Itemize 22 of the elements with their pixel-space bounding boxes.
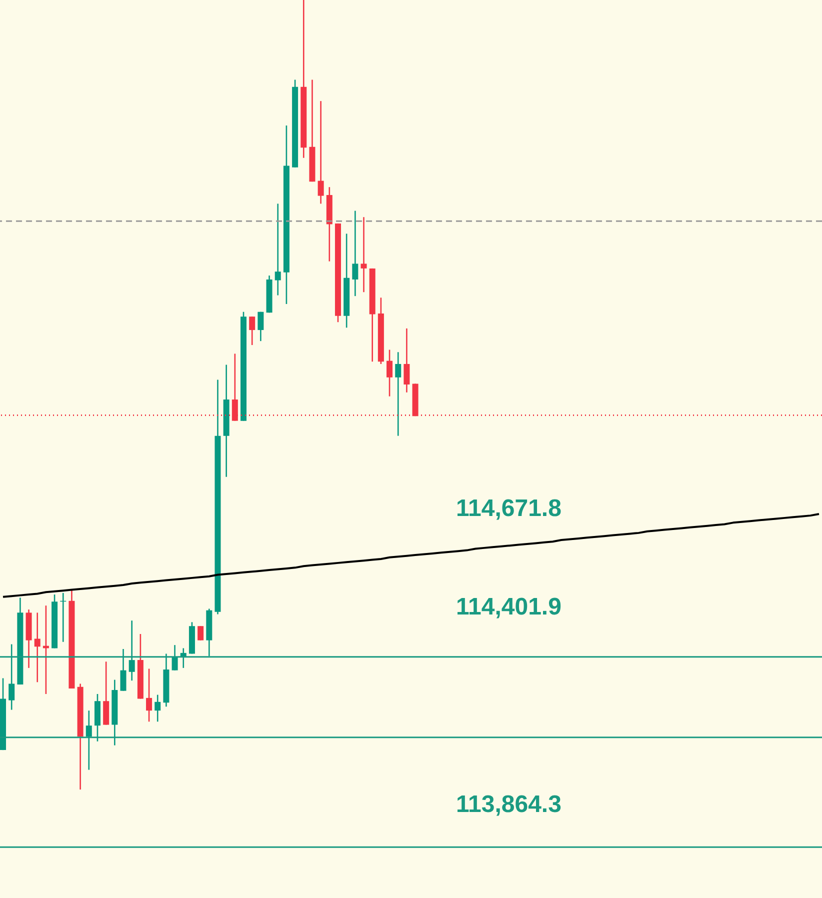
candlestick xyxy=(103,660,110,726)
candlestick xyxy=(404,328,410,394)
text: 113,864.3 xyxy=(456,791,562,818)
candlestick xyxy=(146,668,152,722)
candlestick xyxy=(395,351,402,436)
candlestick xyxy=(386,349,393,397)
candlestick xyxy=(172,644,178,671)
candlestick xyxy=(198,625,204,641)
annotation: 114,401.9 xyxy=(456,594,562,621)
candlestick xyxy=(8,644,15,710)
candlestick xyxy=(318,100,324,204)
candlestick xyxy=(154,694,161,722)
candlestick xyxy=(86,710,92,770)
candlestick xyxy=(274,203,281,296)
candlestick xyxy=(249,316,256,346)
candlestick xyxy=(258,311,264,342)
candlestick xyxy=(128,620,135,682)
annotation: 114,671.8 xyxy=(456,494,562,522)
candlestick xyxy=(352,210,358,297)
candlestick xyxy=(360,216,367,293)
candlestick xyxy=(120,648,126,692)
candlestick xyxy=(34,612,40,683)
